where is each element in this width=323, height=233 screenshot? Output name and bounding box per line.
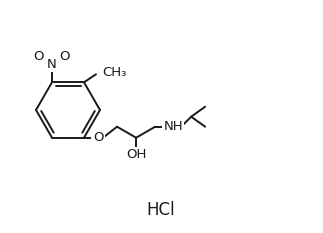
Text: CH₃: CH₃ [102,66,126,79]
Text: O: O [93,131,103,144]
Text: O: O [60,50,70,63]
Text: N: N [47,58,57,71]
Text: OH: OH [126,148,146,161]
Text: O: O [34,50,44,63]
Text: HCl: HCl [147,201,175,219]
Text: NH: NH [163,120,183,133]
